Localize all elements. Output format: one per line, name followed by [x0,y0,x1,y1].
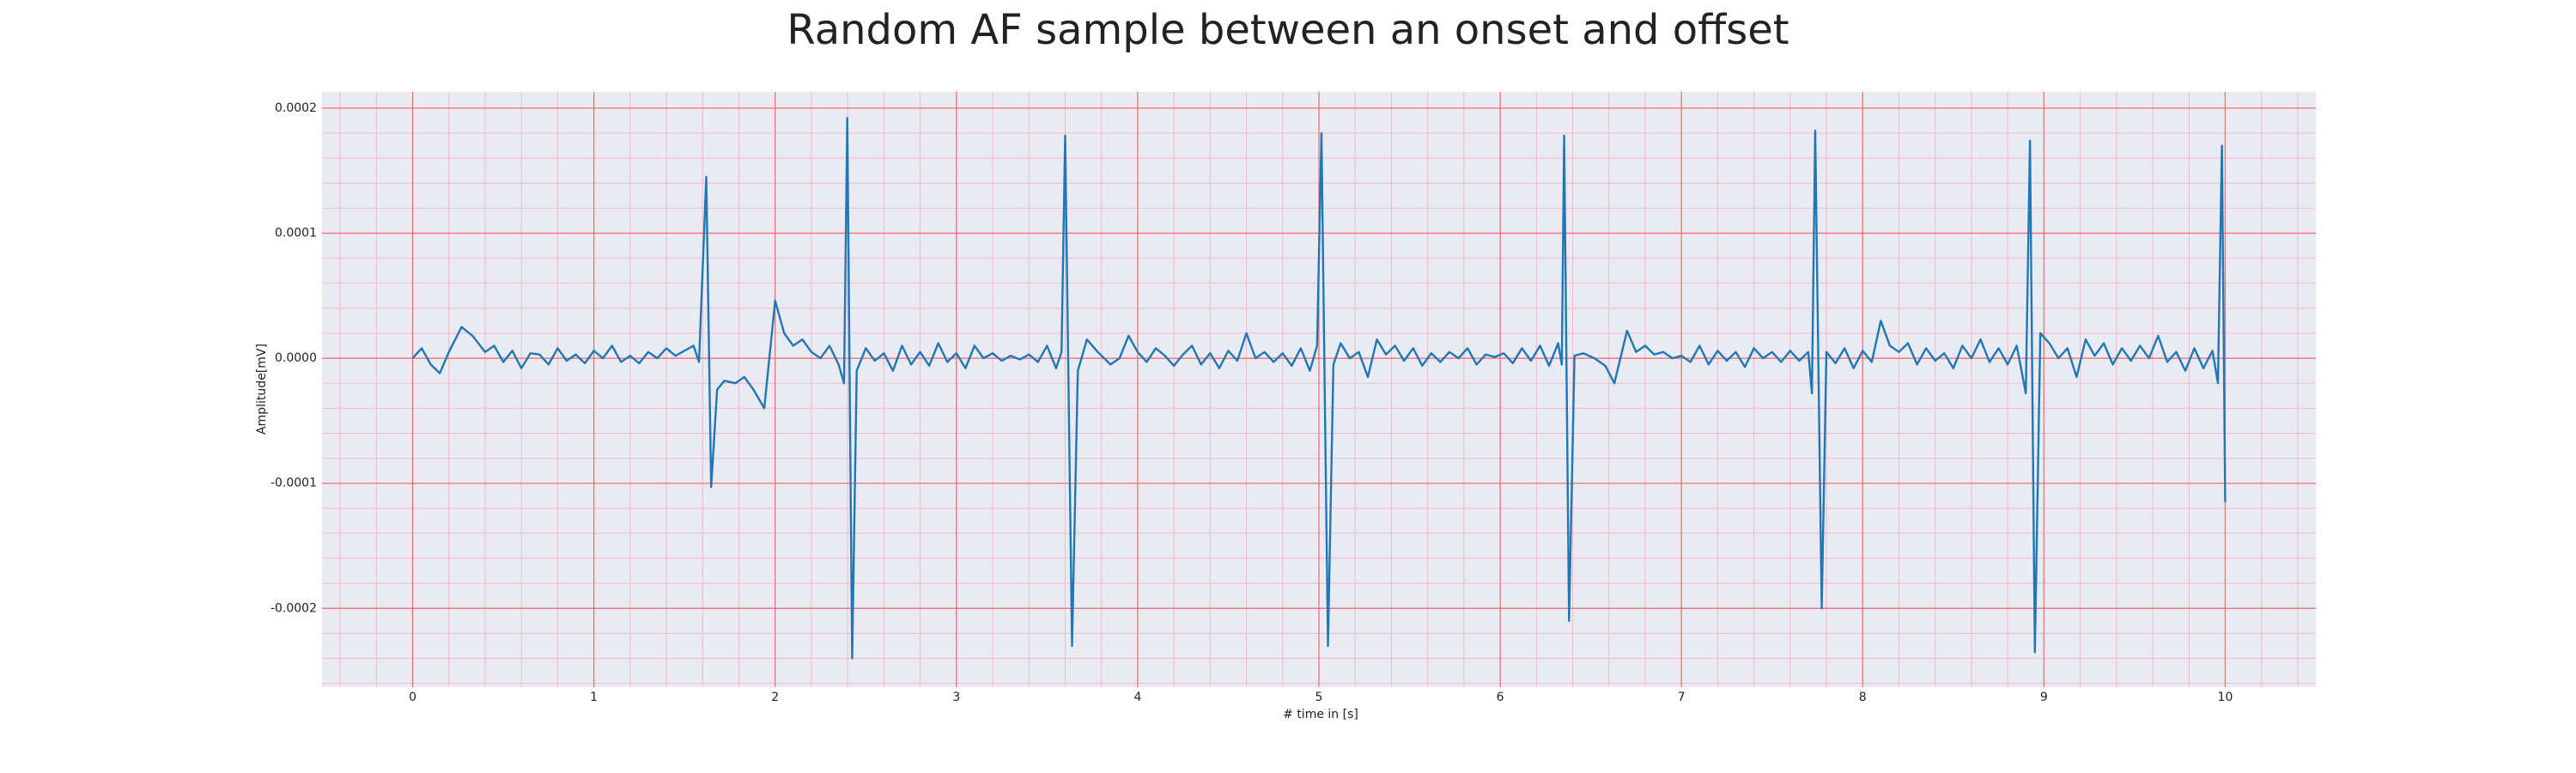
x-tick-label: 7 [1678,691,1686,704]
y-tick-label: 0.0002 [275,101,317,115]
y-tick-label: -0.0002 [270,601,317,615]
x-tick-label: 9 [2040,691,2048,704]
signal-line [411,117,2227,660]
y-tick-label: 0.0001 [275,227,317,240]
x-tick-label: 6 [1497,691,1504,704]
marks [411,117,2227,660]
x-axis-label: # time in [s] [1283,708,1358,721]
x-tick-label: 3 [952,691,960,704]
x-tick-label: 4 [1133,691,1141,704]
y-tick-label: 0.0000 [275,351,317,365]
x-tick-label: 1 [590,691,598,704]
chart-title: Random AF sample between an onset and of… [787,6,1789,54]
y-tick-label: -0.0001 [270,477,317,490]
x-tick-label: 2 [771,691,779,704]
x-tick-label: 8 [1859,691,1867,704]
x-tick-label: 0 [409,691,416,704]
y-axis-label: Amplitude[mV] [255,344,269,435]
x-tick-label: 10 [2218,691,2233,704]
x-tick-label: 5 [1315,691,1323,704]
